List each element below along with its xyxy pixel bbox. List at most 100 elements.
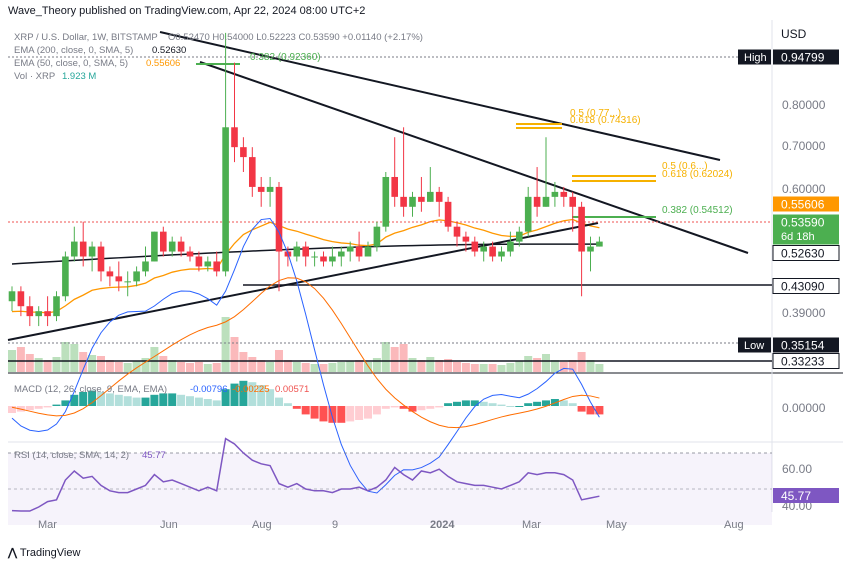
x-tick-label: Jun — [160, 519, 178, 531]
volume-bar — [186, 363, 194, 372]
macd-histogram-bar — [141, 397, 150, 406]
volume-bar — [141, 358, 150, 372]
macd-histogram-bar — [266, 389, 275, 406]
volume-bar — [550, 360, 559, 372]
candle-body — [79, 241, 87, 257]
candle-body — [133, 271, 140, 282]
macd-histogram-bar — [577, 406, 586, 412]
tradingview-logo-icon: ⋀ — [8, 547, 18, 559]
legend-macd-v2: -0.00225 — [232, 384, 270, 395]
x-tick-label: 9 — [332, 519, 338, 531]
volume-bar — [97, 356, 105, 372]
x-tick-label: Mar — [522, 519, 541, 531]
rsi-line — [11, 437, 600, 512]
volume-bar — [461, 363, 470, 372]
fib-level-label: 0.382 (0.54512) — [662, 205, 733, 216]
price-label-box — [773, 196, 839, 212]
candle-body — [186, 251, 194, 257]
footer-brand: ⋀ TradingView — [8, 546, 80, 559]
volume-bar — [506, 363, 515, 372]
price-label-tag-text: Low — [744, 340, 764, 352]
macd-histogram-bar — [168, 393, 177, 406]
trendline-layer — [7, 31, 772, 362]
volume-bar — [292, 362, 301, 372]
volume-bar — [595, 364, 604, 372]
fib-level-label: 0.5 (0.6...) — [662, 161, 708, 172]
macd-histogram-bar — [105, 393, 114, 406]
volume-bar — [355, 360, 364, 372]
macd-histogram-bar — [275, 397, 283, 406]
price-label-box — [773, 214, 839, 245]
candle-body — [409, 196, 416, 207]
resistance-trendline — [199, 61, 749, 254]
macd-line — [11, 217, 600, 494]
volume-bar — [168, 360, 177, 372]
macd-histogram-bar — [355, 406, 364, 420]
x-tick-label: 2024 — [430, 519, 455, 531]
macd-histogram-bar — [88, 390, 97, 406]
candle-body — [71, 241, 78, 257]
candle-body — [293, 246, 301, 257]
volume-bar — [239, 352, 248, 372]
volume-bar — [248, 357, 257, 372]
macd-histogram-bar — [461, 400, 470, 406]
volume-bar — [381, 342, 390, 372]
macd-histogram-bar — [568, 403, 577, 406]
macd-histogram-bar — [283, 403, 292, 406]
candle-body — [168, 241, 176, 252]
volume-bar — [79, 352, 88, 372]
volume-bar — [488, 364, 497, 372]
candle-body — [44, 311, 51, 317]
candle-body — [453, 226, 461, 237]
rsi-tick-label: 60.00 — [782, 462, 812, 476]
candle-body — [364, 246, 372, 257]
footer-brand-label: TradingView — [19, 547, 81, 559]
volume-bar — [221, 317, 230, 372]
publisher-line: Wave_Theory published on TradingView.com… — [8, 5, 366, 17]
candle-body — [524, 196, 532, 232]
candle-body — [151, 231, 158, 262]
volume-bar — [52, 357, 61, 372]
candle-body — [204, 261, 212, 267]
volume-bar — [542, 354, 550, 372]
volume-bar — [435, 360, 444, 372]
volume-bar — [417, 360, 426, 372]
candle-body — [560, 191, 568, 197]
fib-level-label: 0.382 (0.92360) — [250, 52, 321, 63]
x-tick-label: May — [606, 519, 627, 531]
candle-body — [177, 241, 185, 252]
legend-vol-value: 1.923 M — [62, 71, 96, 82]
candle-body — [106, 271, 114, 277]
candle-body — [355, 246, 363, 257]
candle-body — [400, 196, 407, 207]
macd-histogram-bar — [337, 406, 346, 423]
price-label-value: 0.35154 — [781, 339, 825, 353]
price-label-value: 0.43090 — [781, 280, 825, 294]
candle-body — [311, 256, 318, 258]
currency-label[interactable]: USD — [781, 27, 807, 41]
rsi-badge-box — [773, 488, 839, 503]
candle-layer — [8, 32, 603, 327]
volume-layer — [8, 317, 604, 372]
macd-histogram-bar — [61, 400, 70, 406]
macd-histogram-bar — [194, 397, 203, 406]
macd-histogram-bar — [34, 406, 43, 409]
price-label-box — [773, 49, 839, 65]
macd-histogram-bar — [515, 406, 524, 407]
legend-ema50-value: 0.55606 — [146, 58, 180, 69]
macd-histogram-bar — [310, 406, 319, 419]
volume-bar — [266, 362, 275, 372]
candle-body — [222, 127, 229, 272]
volume-bar — [559, 362, 568, 372]
volume-bar — [25, 354, 34, 372]
macd-histogram-bar — [292, 406, 301, 409]
macd-histogram-bar — [257, 385, 266, 406]
volume-bar — [150, 347, 159, 372]
volume-bar — [283, 360, 292, 372]
upper-trendline — [159, 31, 721, 161]
candle-body — [542, 196, 550, 207]
candle-body — [62, 256, 69, 297]
legend-symbol: XRP / U.S. Dollar, 1W, BITSTAMP — [14, 32, 158, 43]
legend-rsi-value: 45.77 — [142, 450, 166, 461]
